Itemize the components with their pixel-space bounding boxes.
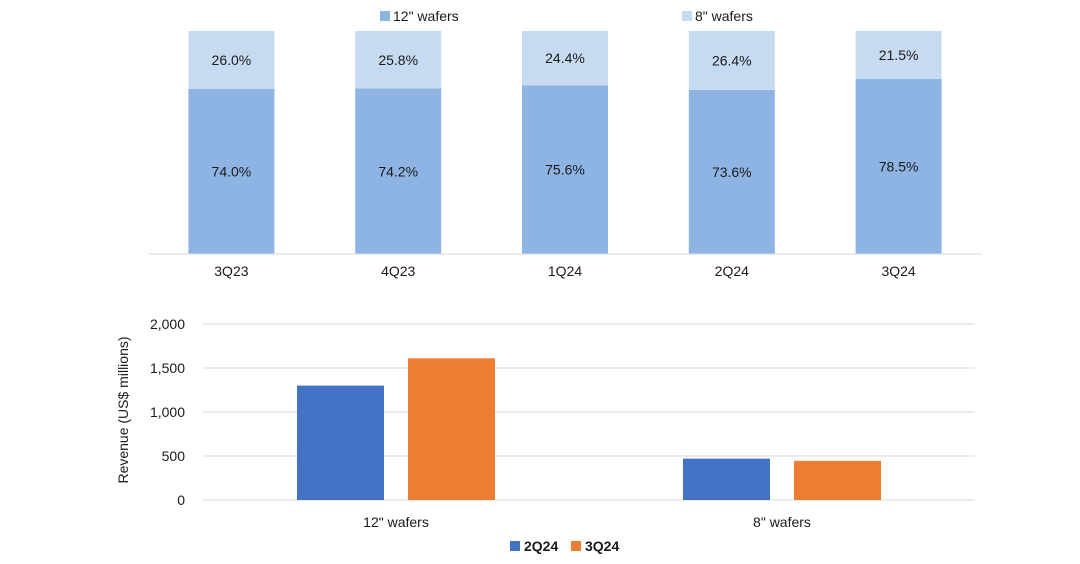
x-tick-label-4q23: 4Q23 (381, 263, 415, 279)
bar-3q24-12-wafers (408, 358, 495, 500)
x-tick-label-1q24: 1Q24 (548, 263, 582, 279)
data-label-8-wafers-3q23: 26.0% (212, 52, 252, 68)
x-tick-label-3q23: 3Q23 (214, 263, 248, 279)
y-tick-label-1500: 1,500 (150, 360, 185, 376)
legend-swatch-8-wafers (682, 11, 692, 21)
legend-label-3q24: 3Q24 (585, 538, 619, 554)
wafer-revenue-bar-chart: 0 500 1,000 1,500 2,000 Revenue (US$ millions… (115, 316, 975, 554)
legend-swatch-12-wafers (380, 11, 390, 21)
bar-12-wafers-3q24 (855, 78, 942, 254)
bar-3q24-8-wafers (794, 460, 881, 500)
data-label-12-wafers-3q23: 74.0% (212, 163, 252, 179)
wafer-mix-stacked-chart: 12" wafers 8" wafers 74.0% 26.0% 3Q23 74.2% 25… (148, 8, 982, 279)
x-tick-label-3q24: 3Q24 (881, 263, 915, 279)
bar-2q24-12-wafers (297, 385, 384, 500)
y-axis-title: Revenue (US$ millions) (115, 336, 131, 483)
y-tick-label-2000: 2,000 (150, 316, 185, 332)
data-label-12-wafers-2q24: 73.6% (712, 164, 752, 180)
bar-12-wafers-3q23 (188, 88, 275, 254)
bar-8-wafers-3q24 (855, 31, 942, 79)
bar-8-wafers-1q24 (522, 31, 608, 86)
x-tick-label-8-wafers: 8" wafers (753, 514, 811, 530)
y-tick-label-500: 500 (162, 448, 186, 464)
data-label-12-wafers-1q24: 75.6% (545, 162, 585, 178)
x-tick-label-2q24: 2Q24 (715, 263, 749, 279)
x-tick-label-12-wafers: 12" wafers (363, 514, 429, 530)
y-tick-label-0: 0 (177, 492, 185, 508)
legend-swatch-2q24 (510, 541, 520, 551)
data-label-8-wafers-1q24: 24.4% (545, 50, 585, 66)
bar-8-wafers-2q24 (688, 31, 775, 90)
bar-12-wafers-4q23 (355, 88, 442, 254)
legend-label-12-wafers: 12" wafers (393, 8, 459, 24)
bar-8-wafers-4q23 (355, 31, 442, 89)
bar-12-wafers-2q24 (688, 89, 775, 254)
bar-12-wafers-1q24 (522, 85, 608, 254)
y-tick-label-1000: 1,000 (150, 404, 185, 420)
bar-8-wafers-3q23 (188, 31, 275, 89)
bar-2q24-8-wafers (683, 458, 770, 500)
data-label-12-wafers-3q24: 78.5% (879, 158, 919, 174)
legend-swatch-3q24 (571, 541, 581, 551)
data-label-12-wafers-4q23: 74.2% (378, 163, 418, 179)
data-label-8-wafers-4q23: 25.8% (378, 52, 418, 68)
legend-label-2q24: 2Q24 (524, 538, 558, 554)
data-label-8-wafers-3q24: 21.5% (879, 47, 919, 63)
legend-label-8-wafers: 8" wafers (695, 8, 753, 24)
data-label-8-wafers-2q24: 26.4% (712, 52, 752, 68)
